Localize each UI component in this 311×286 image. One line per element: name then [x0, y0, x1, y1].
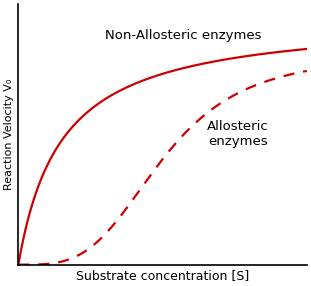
X-axis label: Substrate concentration [S]: Substrate concentration [S]: [76, 269, 249, 282]
Text: Allosteric
enzymes: Allosteric enzymes: [207, 120, 268, 148]
Y-axis label: Reaction Velocity V₀: Reaction Velocity V₀: [4, 79, 14, 190]
Text: Non-Allosteric enzymes: Non-Allosteric enzymes: [104, 29, 261, 42]
